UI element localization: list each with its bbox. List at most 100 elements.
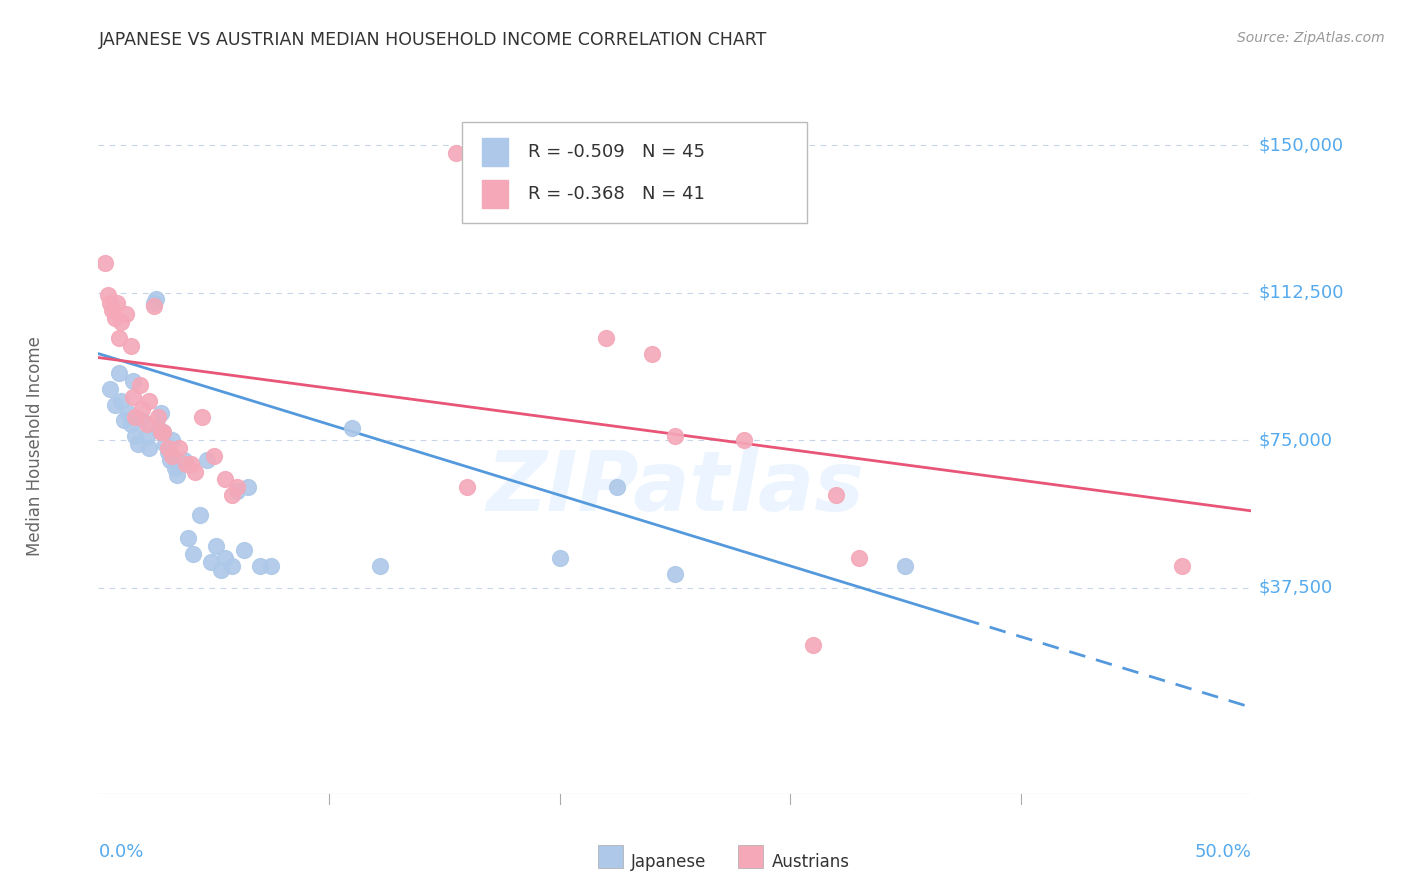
Point (444, 146, 467, 161)
Point (103, 398, 125, 412)
Point (120, 339, 142, 353)
Point (160, 433, 183, 447)
Point (221, 488, 243, 502)
FancyBboxPatch shape (461, 122, 807, 223)
Point (606, 480, 628, 494)
Point (142, 300, 165, 314)
Text: R = -0.509   N = 45: R = -0.509 N = 45 (529, 144, 706, 161)
Point (163, 460, 186, 475)
Point (108, 331, 131, 345)
Point (260, 558, 283, 573)
Point (214, 551, 236, 566)
Point (152, 425, 174, 440)
Point (188, 508, 211, 522)
Point (124, 409, 146, 424)
Point (127, 437, 149, 451)
Point (202, 449, 225, 463)
Point (155, 437, 177, 451)
Text: 0.0%: 0.0% (98, 843, 143, 861)
Point (103, 311, 125, 326)
Text: Source: ZipAtlas.com: Source: ZipAtlas.com (1237, 30, 1385, 45)
Point (595, 331, 617, 345)
Text: R = -0.368   N = 41: R = -0.368 N = 41 (529, 186, 706, 203)
Point (548, 551, 571, 566)
Text: JAPANESE VS AUSTRIAN MEDIAN HOUSEHOLD INCOME CORRELATION CHART: JAPANESE VS AUSTRIAN MEDIAN HOUSEHOLD IN… (98, 31, 766, 49)
Point (177, 532, 200, 546)
Text: Japanese: Japanese (631, 853, 707, 871)
Point (173, 452, 195, 467)
Point (110, 393, 132, 408)
Point (110, 315, 132, 329)
Point (131, 401, 153, 416)
Point (152, 425, 174, 440)
Point (117, 406, 139, 420)
Point (159, 452, 181, 467)
Point (145, 292, 167, 306)
Point (135, 417, 157, 432)
Point (181, 547, 204, 561)
Point (115, 307, 138, 321)
Point (129, 378, 152, 392)
Point (148, 421, 170, 435)
Text: $150,000: $150,000 (1258, 136, 1344, 154)
Point (122, 374, 145, 388)
Point (456, 480, 478, 494)
Point (664, 566, 686, 581)
Point (160, 449, 183, 463)
Point (101, 303, 124, 318)
Text: 50.0%: 50.0% (1195, 843, 1251, 861)
Point (138, 441, 160, 455)
Point (142, 295, 165, 310)
Point (209, 563, 232, 577)
Point (733, 433, 755, 447)
Point (166, 468, 188, 483)
Point (108, 366, 131, 380)
Point (167, 441, 190, 455)
Point (249, 558, 271, 573)
Point (368, 558, 391, 573)
Point (1171, 558, 1194, 573)
Point (174, 457, 197, 471)
Point (149, 425, 172, 440)
Point (124, 429, 146, 443)
Text: $37,500: $37,500 (1258, 579, 1333, 597)
Point (221, 558, 243, 573)
Text: Austrians: Austrians (772, 853, 849, 871)
Point (664, 429, 686, 443)
Point (148, 409, 170, 424)
Point (641, 346, 664, 360)
Text: ZIPatlas: ZIPatlas (486, 447, 863, 528)
Point (894, 558, 917, 573)
Point (122, 390, 145, 404)
Point (191, 409, 214, 424)
Point (120, 417, 142, 432)
Point (205, 539, 228, 553)
Point (131, 413, 153, 427)
Point (184, 465, 207, 479)
Point (97, 287, 120, 301)
Bar (482, 138, 508, 166)
Point (225, 484, 247, 499)
Point (232, 543, 254, 558)
Point (200, 555, 222, 569)
Point (238, 480, 260, 494)
Point (105, 295, 128, 310)
Point (135, 429, 157, 443)
Point (195, 452, 218, 467)
Text: $75,000: $75,000 (1258, 431, 1333, 449)
Point (98, 295, 121, 310)
Point (156, 445, 179, 459)
Point (156, 441, 179, 455)
Text: $112,500: $112,500 (1258, 284, 1344, 301)
Text: Median Household Income: Median Household Income (25, 336, 44, 556)
Bar (482, 180, 508, 208)
Point (214, 472, 236, 486)
Point (138, 393, 160, 408)
Point (149, 406, 172, 420)
Point (801, 638, 824, 652)
Point (848, 551, 870, 566)
Point (112, 413, 135, 427)
Point (340, 421, 363, 435)
Point (94, 256, 117, 270)
Point (225, 480, 247, 494)
